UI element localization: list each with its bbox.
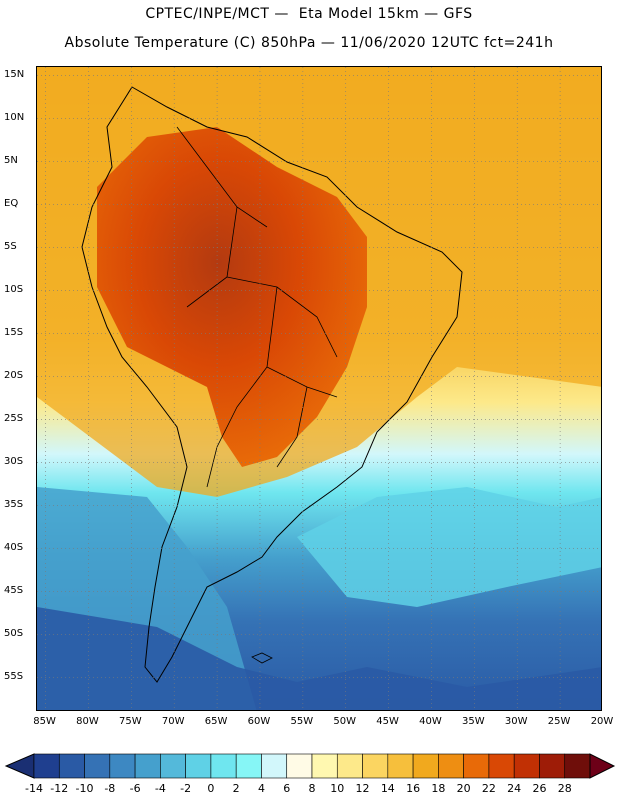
lat-label: 40S — [4, 541, 24, 553]
lat-label: 10S — [4, 283, 24, 295]
colorbar-segment — [185, 753, 212, 779]
lon-label: 70W — [161, 716, 185, 727]
colorbar-segment — [109, 753, 136, 779]
lon-label: 75W — [119, 716, 142, 727]
colorbar-label: 0 — [207, 782, 215, 795]
colorbar-label: -12 — [50, 782, 69, 795]
colorbar-arrow-low — [4, 753, 35, 779]
colorbar-segment — [513, 753, 540, 779]
map-subtitle: Absolute Temperature (C) 850hPa — 11/06/… — [64, 35, 554, 51]
falklands — [251, 652, 273, 664]
colorbar-label: 22 — [481, 782, 496, 795]
lat-label: 35S — [4, 498, 24, 510]
lon-label: 65W — [204, 716, 228, 727]
colorbar-segment — [463, 753, 490, 779]
continent-outline — [81, 86, 463, 683]
lon-label: 55W — [290, 716, 314, 727]
colorbar-label: 10 — [330, 782, 345, 795]
colorbar-segment — [210, 753, 237, 779]
colorbar-label: -8 — [104, 782, 116, 795]
lat-label: 55S — [4, 670, 24, 682]
colorbar-segment — [261, 753, 288, 779]
colorbar-segment — [160, 753, 186, 779]
colorbar-label: 4 — [257, 782, 265, 795]
colorbar-label: -2 — [180, 782, 192, 795]
lat-label: 15S — [4, 326, 24, 338]
colorbar-segment — [336, 753, 363, 779]
lat-label: 25S — [4, 412, 24, 424]
lon-label: 40W — [419, 716, 442, 727]
temperature-map[interactable] — [36, 66, 602, 711]
colorbar-segment — [286, 753, 313, 779]
lon-label: 60W — [247, 716, 271, 727]
colorbar-segment — [412, 753, 439, 779]
colorbar-label: 8 — [308, 782, 316, 795]
lat-label: 20S — [4, 369, 24, 381]
colorbar-label: 12 — [355, 782, 370, 795]
lon-label: 30W — [504, 716, 528, 727]
hot-region — [97, 127, 367, 467]
colorbar-label: -6 — [129, 782, 141, 795]
colorbar-label: 28 — [557, 782, 572, 795]
colorbar — [4, 753, 616, 779]
colorbar-label: 6 — [283, 782, 291, 795]
lat-label: 30S — [4, 455, 24, 467]
colorbar-label: 26 — [532, 782, 547, 795]
colorbar-segment — [539, 753, 566, 779]
colorbar-label: -10 — [75, 782, 94, 795]
colorbar-label: -4 — [154, 782, 166, 795]
colorbar-label: 18 — [431, 782, 446, 795]
lat-label: 50S — [4, 627, 24, 639]
lon-label: 85W — [33, 716, 56, 727]
lat-label: 10N — [4, 111, 25, 123]
colorbar-segment — [84, 753, 111, 779]
lon-label: 50W — [333, 716, 357, 727]
lat-label: 5N — [4, 154, 18, 166]
colorbar-segment — [362, 753, 389, 779]
colorbar-segment — [488, 753, 515, 779]
colorbar-label: 16 — [406, 782, 421, 795]
colorbar-segment — [311, 753, 338, 779]
lat-label: 15N — [4, 68, 25, 80]
cyan-atlantic — [297, 487, 601, 607]
lon-label: 35W — [462, 716, 485, 727]
colorbar-segment — [134, 753, 161, 779]
country-borders — [176, 126, 338, 488]
colorbar-label: 24 — [507, 782, 522, 795]
map-title: CPTEC/INPE/MCT — Eta Model 15km — GFS — [145, 6, 473, 22]
cold-south — [37, 607, 601, 710]
colorbar-segment — [387, 753, 414, 779]
lat-label: 45S — [4, 584, 24, 596]
lon-label: 80W — [76, 716, 99, 727]
colorbar-arrow-high — [589, 753, 616, 779]
colorbar-segment — [33, 753, 60, 779]
lon-label: 25W — [547, 716, 571, 727]
colorbar-segment — [58, 753, 85, 779]
lat-label: EQ — [4, 197, 19, 209]
colorbar-segment — [438, 753, 464, 779]
lon-label: 20W — [590, 716, 614, 727]
colorbar-label: -14 — [25, 782, 43, 795]
colorbar-segment — [564, 753, 591, 779]
colorbar-label: 2 — [232, 782, 240, 795]
colorbar-label: 20 — [456, 782, 471, 795]
map-canvas — [37, 67, 601, 710]
colorbar-segment — [235, 753, 262, 779]
colorbar-label: 14 — [380, 782, 395, 795]
lat-label: 5S — [4, 240, 17, 252]
lon-label: 45W — [376, 716, 399, 727]
